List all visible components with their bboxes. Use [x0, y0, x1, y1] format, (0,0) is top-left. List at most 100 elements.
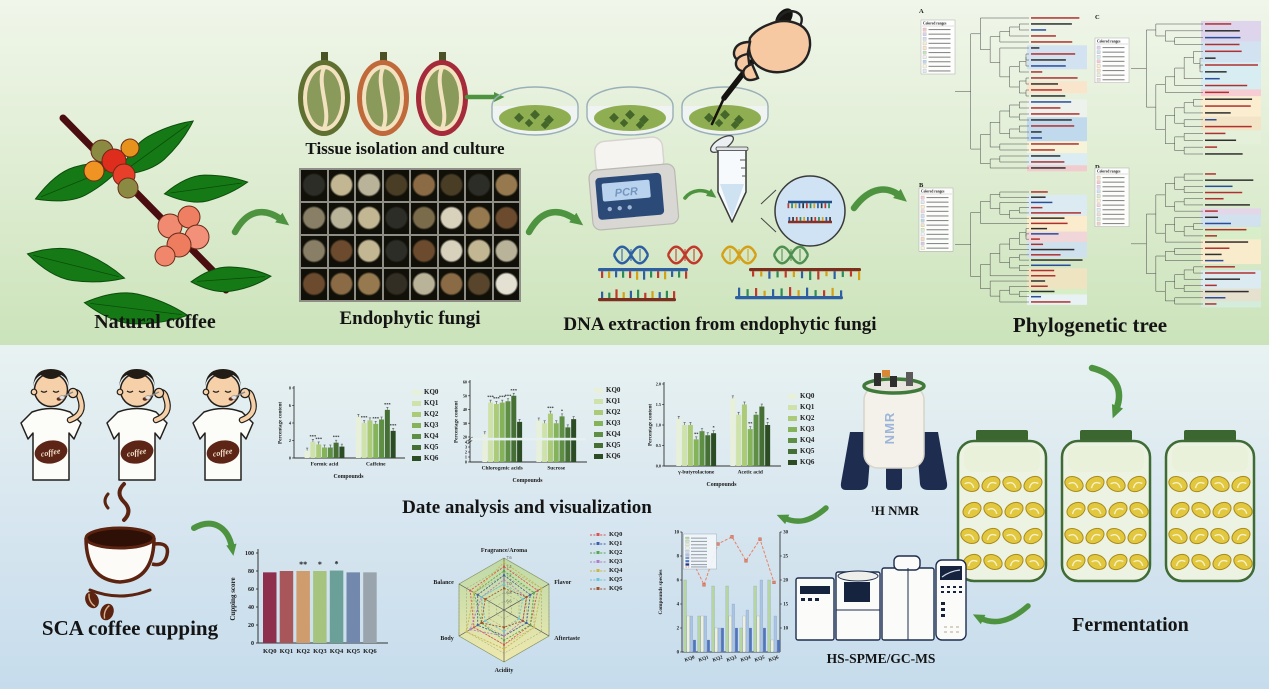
coffee-cup-illustration	[84, 482, 170, 621]
svg-text:80: 80	[248, 569, 254, 575]
svg-text:20: 20	[248, 623, 254, 629]
fungus-photo	[383, 203, 409, 234]
coffee-tasters-illustration: coffee coffee coffee	[20, 369, 257, 481]
svg-text:coffee: coffee	[212, 446, 234, 458]
svg-text:Percentage content: Percentage content	[648, 404, 654, 446]
fungus-photo	[493, 170, 519, 201]
legend-entry: KQ6	[412, 454, 438, 462]
svg-text:Acetic acid: Acetic acid	[738, 470, 763, 476]
fungus-photo	[328, 236, 354, 267]
svg-text:**: **	[299, 560, 307, 569]
svg-text:*: *	[318, 560, 322, 569]
legend-entry: KQ1	[590, 540, 622, 547]
svg-text:***: ***	[315, 436, 323, 441]
svg-text:**: **	[694, 431, 699, 436]
svg-text:KQ3: KQ3	[726, 655, 738, 663]
petri-dish	[586, 86, 674, 136]
svg-text:30: 30	[783, 531, 788, 536]
phylogenetic-tree-label: Phylogenetic tree	[1012, 313, 1168, 337]
svg-text:KQ0: KQ0	[684, 655, 696, 663]
volatile-compounds-chart: 0 2 4 6 8 10 10 15 20 25 30 Compounds species KQ0 KQ1…	[658, 531, 789, 664]
svg-text:***: ***	[493, 396, 501, 401]
fungus-photo	[466, 269, 492, 300]
arrow-fungi-to-pcr	[525, 208, 584, 236]
fungus-photo	[356, 236, 382, 267]
fungus-photo	[438, 269, 464, 300]
coffee-berries	[83, 138, 210, 267]
svg-text:KQ1: KQ1	[698, 655, 710, 663]
svg-text:6.8: 6.8	[507, 590, 512, 595]
svg-text:Flavor: Flavor	[554, 580, 571, 586]
svg-text:Acidity: Acidity	[495, 668, 514, 674]
svg-text:Colored ranges: Colored ranges	[923, 22, 947, 26]
svg-text:40: 40	[248, 605, 254, 611]
svg-text:Compounds: Compounds	[334, 474, 365, 480]
svg-text:KQ6: KQ6	[363, 648, 377, 655]
dna-fragment-icon	[787, 200, 832, 224]
legend-entry: KQ5	[590, 576, 622, 583]
legend-entry: KQ3	[412, 421, 438, 429]
svg-text:Colored ranges: Colored ranges	[1097, 40, 1121, 44]
svg-text:coffee: coffee	[40, 446, 62, 458]
svg-text:15: 15	[783, 603, 788, 608]
legend-entry: KQ0	[594, 386, 620, 394]
svg-text:***: ***	[505, 393, 513, 398]
svg-text:1.0: 1.0	[656, 423, 661, 428]
legend-entry: KQ6	[594, 452, 620, 460]
legend-entry: KQ1	[788, 403, 814, 411]
svg-text:Fragrance/Aroma: Fragrance/Aroma	[481, 548, 527, 554]
legend-entry: KQ5	[788, 447, 814, 455]
gcms-instrument-illustration	[795, 555, 967, 641]
coffee-beans-icon	[85, 591, 114, 621]
fungus-photo	[411, 236, 437, 267]
svg-text:8: 8	[677, 555, 680, 560]
arrow-cup-to-chart	[191, 520, 237, 556]
svg-text:KQ2: KQ2	[296, 648, 310, 655]
svg-text:10: 10	[674, 531, 679, 536]
fermentation-jar	[1060, 430, 1152, 583]
dna-ladder-right	[735, 268, 861, 300]
fungus-photo	[328, 170, 354, 201]
svg-text:KQ5: KQ5	[346, 648, 360, 655]
svg-text:*: *	[767, 417, 770, 422]
svg-text:0: 0	[677, 651, 680, 656]
natural-coffee-label: Natural coffee	[94, 311, 216, 333]
fungus-photo	[328, 203, 354, 234]
svg-text:***: ***	[361, 415, 369, 420]
legend-entry: KQ1	[412, 399, 438, 407]
svg-text:**: **	[748, 421, 753, 426]
svg-text:*: *	[561, 408, 564, 413]
dna-helix-icon	[720, 245, 758, 265]
legend-entry: KQ0	[788, 392, 814, 400]
fermentation-jar	[1164, 430, 1256, 583]
arrow-jars-to-gcms	[972, 603, 1031, 625]
svg-text:***: ***	[499, 395, 507, 400]
svg-text:C: C	[1095, 14, 1100, 21]
svg-text:Sucrose: Sucrose	[547, 466, 565, 472]
fungus-photo	[301, 170, 327, 201]
svg-text:Colored ranges: Colored ranges	[921, 190, 945, 194]
fungus-photo	[438, 203, 464, 234]
svg-text:Body: Body	[440, 636, 453, 642]
fungus-photo	[493, 236, 519, 267]
fungus-photo	[411, 269, 437, 300]
legend-entry: KQ0	[412, 388, 438, 396]
legend-entry: KQ2	[788, 414, 814, 422]
svg-text:Formic acid: Formic acid	[311, 462, 339, 468]
arrow-tree-to-jars	[1088, 364, 1124, 419]
svg-text:B: B	[919, 182, 924, 189]
svg-text:50: 50	[463, 393, 467, 398]
svg-text:2: 2	[289, 438, 291, 443]
svg-text:Colored ranges: Colored ranges	[1097, 170, 1121, 174]
svg-text:KQ6: KQ6	[768, 655, 780, 663]
svg-text:6.6: 6.6	[507, 599, 512, 604]
butyrolactone-acetic-legend: KQ0 KQ1 KQ2 KQ3 KQ4 KQ5 KQ6	[788, 392, 814, 466]
svg-text:KQ5: KQ5	[754, 655, 766, 663]
legend-entry: KQ2	[590, 549, 622, 556]
legend-entry: KQ1	[594, 397, 620, 405]
endophytic-fungi-label: Endophytic fungi	[339, 308, 481, 329]
